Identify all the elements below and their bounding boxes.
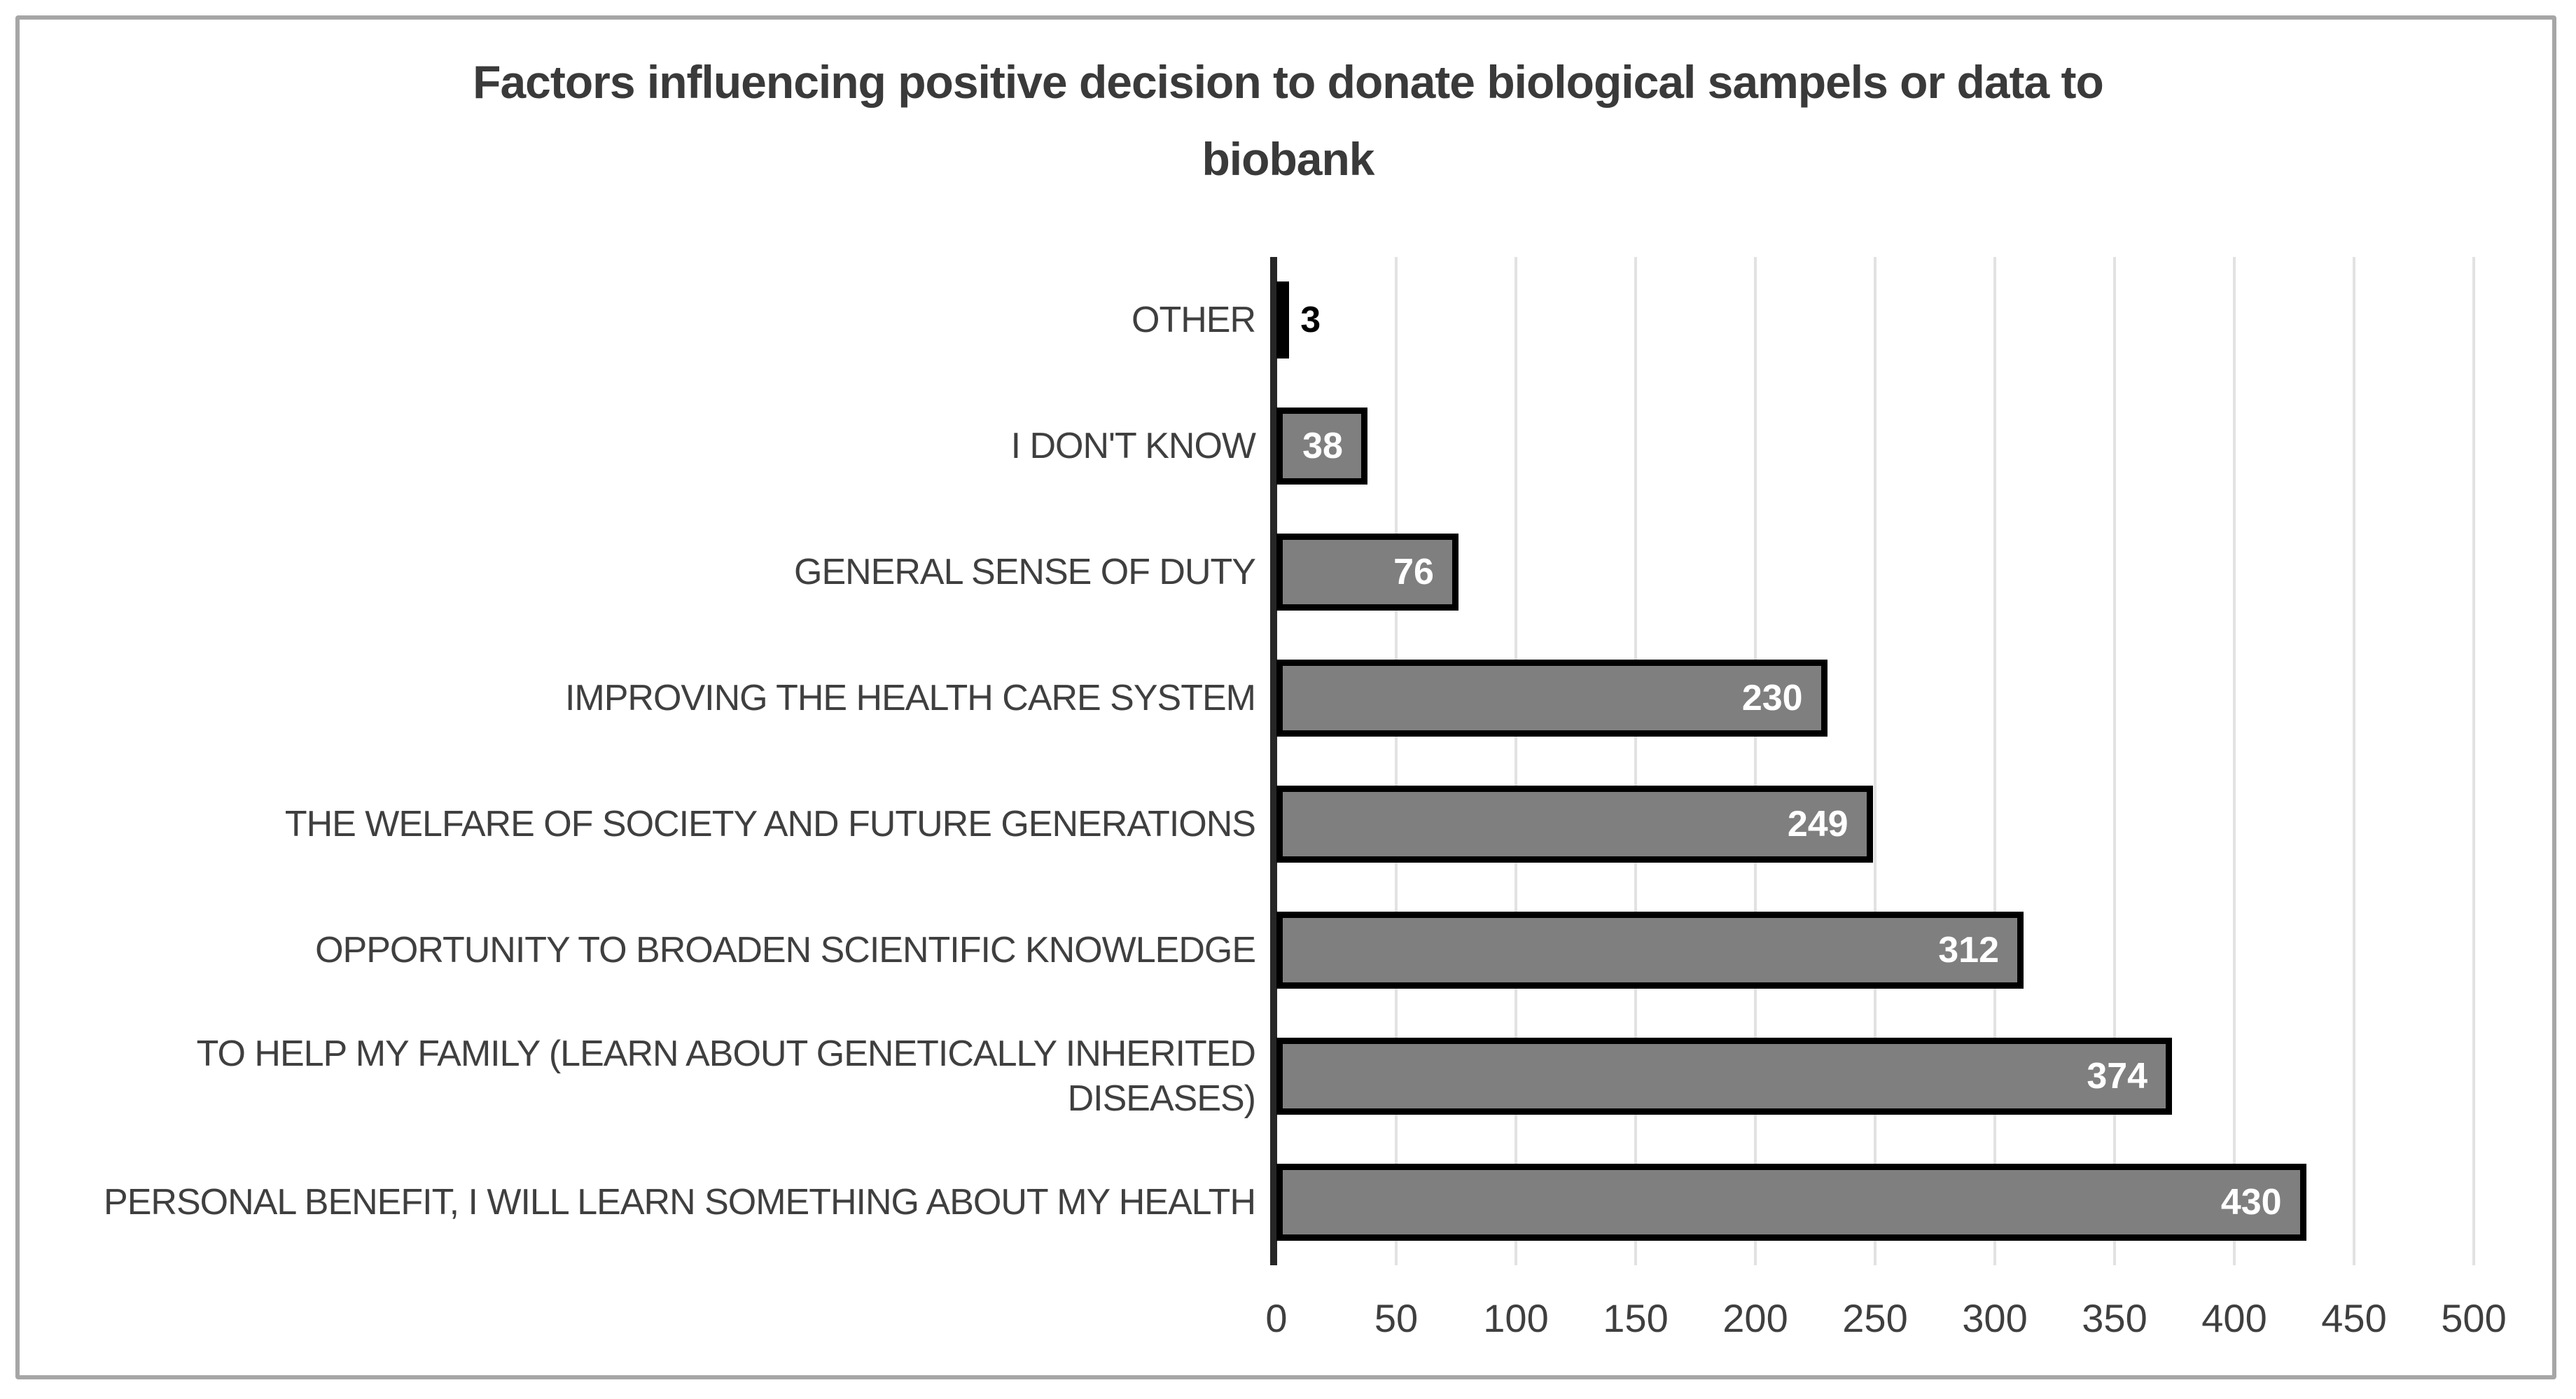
gridline-350	[2113, 257, 2116, 1265]
category-label: OPPORTUNITY TO BROADEN SCIENTIFIC KNOWLE…	[315, 930, 1256, 970]
bar: 430	[1276, 1164, 2306, 1241]
x-tick-label: 250	[1842, 1296, 1908, 1340]
gridline-200	[1754, 257, 1757, 1265]
x-tick-label: 350	[2082, 1296, 2147, 1340]
bar: 230	[1276, 660, 1827, 737]
gridline-400	[2233, 257, 2236, 1265]
gridline-100	[1515, 257, 1517, 1265]
bar: 374	[1276, 1038, 2173, 1115]
gridline-450	[2353, 257, 2355, 1265]
bar-value-label: 312	[1938, 930, 2000, 970]
x-tick-label: 50	[1374, 1296, 1419, 1340]
x-tick-label: 500	[2441, 1296, 2507, 1340]
bar	[1276, 281, 1289, 359]
bar-value-label: 230	[1741, 678, 1803, 718]
x-tick-label: 400	[2201, 1296, 2267, 1340]
bar-value-label: 38	[1302, 426, 1343, 466]
bar: 312	[1276, 912, 2024, 989]
category-label: PERSONAL BENEFIT, I WILL LEARN SOMETHING…	[104, 1182, 1256, 1223]
gridline-250	[1874, 257, 1877, 1265]
bar-value-label: 249	[1787, 804, 1849, 844]
gridline-500	[2472, 257, 2475, 1265]
chart-title: Factors influencing positive decision to…	[84, 43, 2492, 197]
category-label: THE WELFARE OF SOCIETY AND FUTURE GENERA…	[284, 804, 1256, 844]
category-label: I DON'T KNOW	[1010, 426, 1256, 466]
bar: 38	[1276, 408, 1367, 485]
gridline-50	[1395, 257, 1398, 1265]
bar-value-label: 3	[1300, 300, 1321, 340]
x-tick-label: 100	[1483, 1296, 1549, 1340]
x-tick-label: 200	[1722, 1296, 1788, 1340]
bar-value-label: 430	[2220, 1182, 2282, 1223]
chart-title-line-2: biobank	[1202, 133, 1374, 185]
category-label: IMPROVING THE HEALTH CARE SYSTEM	[564, 678, 1256, 718]
category-label: GENERAL SENSE OF DUTY	[794, 552, 1256, 592]
bar: 249	[1276, 786, 1873, 863]
chart-title-line-1: Factors influencing positive decision to…	[473, 56, 2104, 108]
category-label: TO HELP MY FAMILY (LEARN ABOUT GENETICAL…	[196, 1033, 1256, 1119]
bar: 76	[1276, 534, 1458, 611]
x-tick-label: 300	[1962, 1296, 2028, 1340]
category-label: OTHER	[1132, 300, 1256, 340]
gridline-150	[1634, 257, 1637, 1265]
x-tick-label: 0	[1265, 1296, 1288, 1340]
y-axis-line	[1270, 257, 1277, 1265]
x-tick-label: 450	[2321, 1296, 2387, 1340]
bar-value-label: 76	[1393, 552, 1434, 592]
bar-value-label: 374	[2087, 1056, 2148, 1097]
gridline-300	[1993, 257, 1996, 1265]
x-tick-label: 150	[1603, 1296, 1669, 1340]
